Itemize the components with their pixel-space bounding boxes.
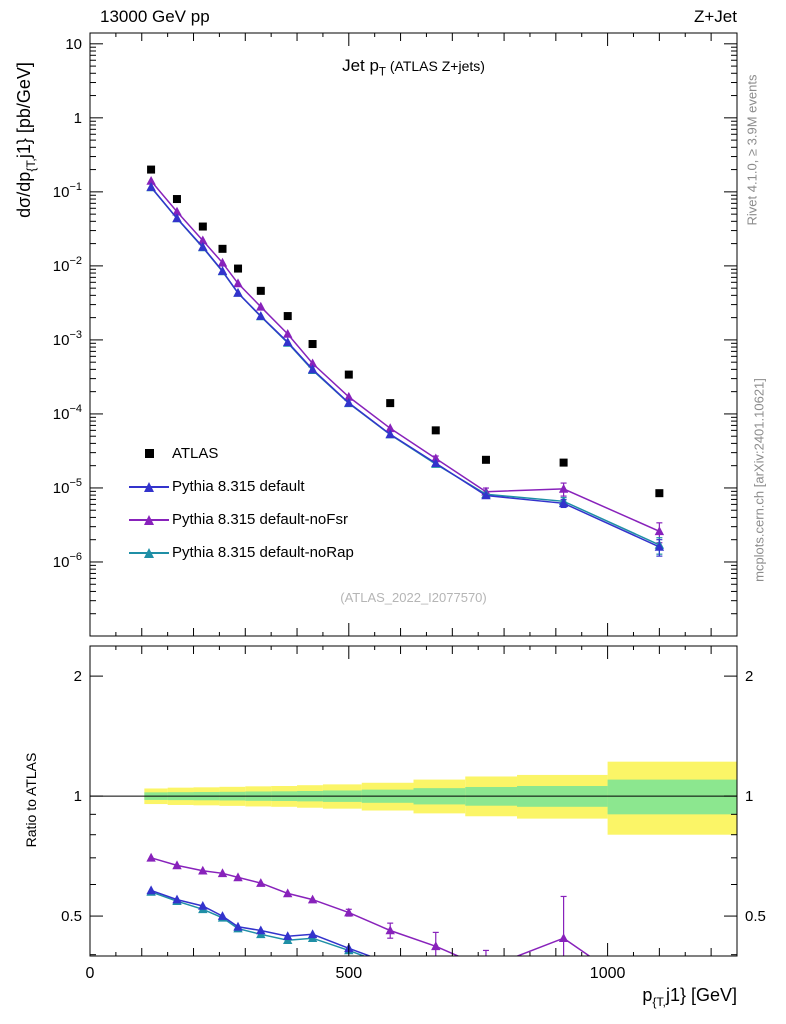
triangle-icon (144, 514, 154, 525)
legend-item-pythia-norap: Pythia 8.315 default-noRap (126, 536, 354, 569)
x-axis-label-suffix: j1} [GeV] (665, 985, 737, 1005)
svg-text:10−6: 10−6 (53, 551, 82, 571)
legend-item-pythia-nofsr: Pythia 8.315 default-noFsr (126, 503, 354, 536)
legend-item-atlas: ATLAS (126, 437, 354, 470)
svg-text:0.5: 0.5 (745, 908, 766, 925)
pythia-norap-marker-icon (126, 543, 172, 563)
process-label: Z+Jet (694, 7, 737, 26)
x-axis-label-prefix: p (642, 985, 653, 1005)
y-axis-label-suffix: j1} [pb/GeV] (14, 62, 35, 159)
triangle-icon (144, 481, 154, 492)
legend-label-pythia-norap: Pythia 8.315 default-noRap (172, 544, 354, 561)
pythia-nofsr-marker-icon (126, 510, 172, 530)
svg-text:2: 2 (74, 668, 82, 685)
mcplots-arxiv-note: mcplots.cern.ch [arXiv:2401.10621] (751, 378, 767, 582)
svg-text:10−1: 10−1 (53, 181, 82, 201)
legend-item-pythia-default: Pythia 8.315 default (126, 470, 354, 503)
rivet-version-note: Rivet 4.1.0, ≥ 3.9M events (744, 74, 760, 226)
svg-text:0.5: 0.5 (61, 908, 82, 925)
y-axis-label-main: dσ/dp{T,j1} [pb/GeV] (14, 62, 38, 218)
svg-text:1: 1 (74, 788, 82, 805)
pythia-default-marker-icon (126, 477, 172, 497)
y-axis-label-prefix: dσ/dp (14, 171, 35, 218)
svg-text:10−3: 10−3 (53, 329, 82, 349)
svg-text:10: 10 (65, 36, 82, 53)
svg-text:10−4: 10−4 (53, 403, 82, 423)
triangle-icon (144, 547, 154, 558)
plot-title-subscript: T (378, 66, 386, 79)
svg-text:0: 0 (86, 965, 95, 982)
plot-title-text: Jet p (342, 56, 379, 75)
y-axis-label-ratio: Ratio to ATLAS (23, 752, 39, 848)
svg-text:10−5: 10−5 (53, 477, 82, 497)
x-axis-label-subscript: {T, (652, 994, 666, 1009)
svg-text:1: 1 (74, 110, 82, 127)
svg-text:1: 1 (745, 788, 753, 805)
x-axis-label: p{T,j1} [GeV] (642, 985, 737, 1009)
ratio-series (90, 795, 737, 956)
plot-title-suffix: (ATLAS Z+jets) (385, 58, 485, 74)
atlas-square-marker-icon (126, 444, 172, 464)
square-icon (144, 449, 154, 458)
legend-label-pythia-default: Pythia 8.315 default (172, 478, 305, 495)
plot-title: Jet pT (ATLAS Z+jets) (90, 56, 737, 79)
legend-label-atlas: ATLAS (172, 445, 219, 462)
svg-text:1000: 1000 (590, 965, 626, 982)
y-axis-label-subscript: {T, (23, 158, 38, 172)
svg-text:500: 500 (335, 965, 362, 982)
uncertainty-bands (144, 761, 737, 835)
main-series (146, 165, 665, 557)
axes-and-ticks: 10 1 10−1 10−2 10−3 10−4 10−5 10−6 2 2 1 1 0.5 0.5 0 50… (53, 32, 766, 982)
legend-label-pythia-nofsr: Pythia 8.315 default-noFsr (172, 511, 348, 528)
legend: ATLAS Pythia 8.315 default Pythia 8.315 … (126, 437, 354, 569)
beam-energy-label: 13000 GeV pp (100, 7, 210, 26)
analysis-id-watermark: (ATLAS_2022_I2077570) (340, 590, 487, 605)
svg-text:2: 2 (745, 668, 753, 685)
svg-text:10−2: 10−2 (53, 255, 82, 275)
